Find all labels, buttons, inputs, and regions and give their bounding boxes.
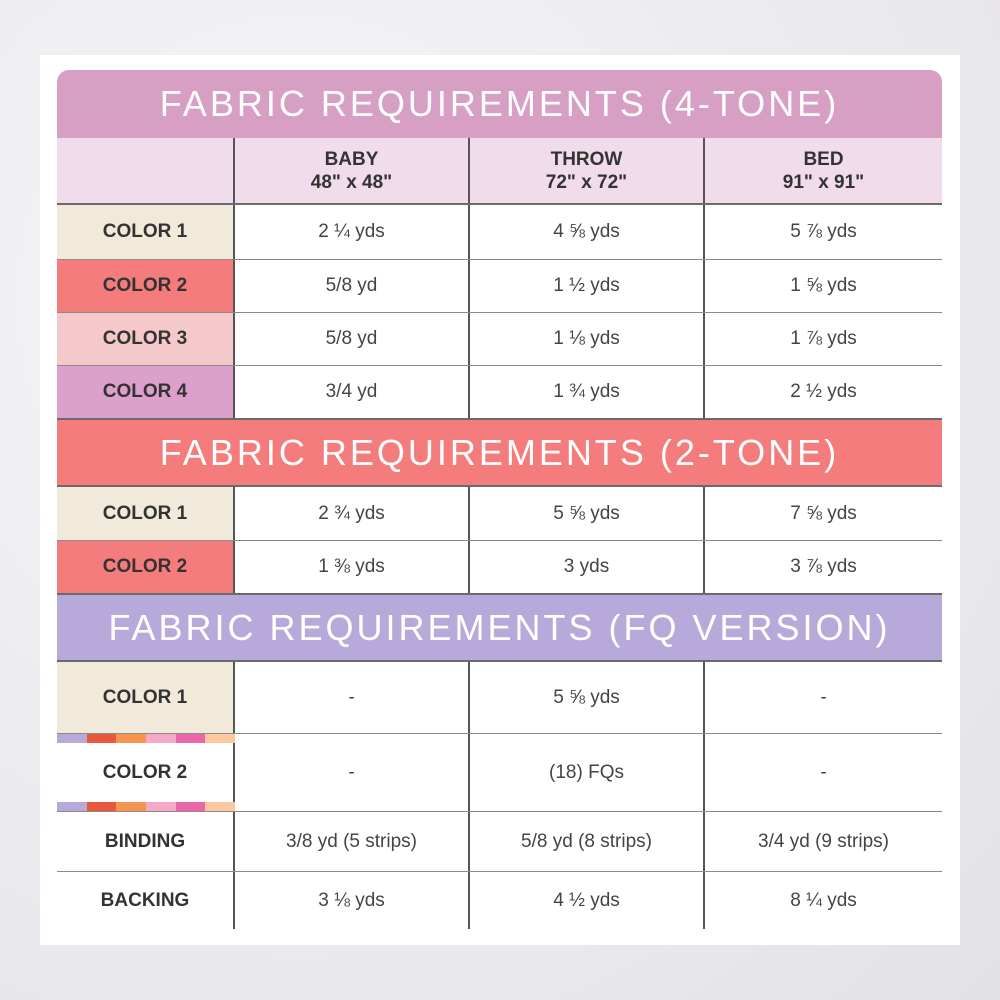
value-cell-throw: 5/8 yd (8 strips) bbox=[470, 812, 705, 871]
stripe-swatch bbox=[205, 802, 236, 811]
column-header-throw: THROW 72" x 72" bbox=[470, 138, 705, 203]
column-name: BED bbox=[803, 148, 844, 170]
row-label: COLOR 1 bbox=[57, 487, 235, 540]
value-cell-baby: - bbox=[235, 662, 470, 733]
column-header-baby: BABY 48" x 48" bbox=[235, 138, 470, 203]
value-cell-bed: 3/4 yd (9 strips) bbox=[758, 830, 889, 852]
table-row: COLOR 3 5/8 yd 1 ⅛ yds 1 ⅞ yds bbox=[57, 313, 942, 366]
column-header-bed: BED 91" x 91" bbox=[705, 138, 942, 203]
row-label: COLOR 2 bbox=[57, 260, 235, 312]
row-label-text: COLOR 2 bbox=[102, 761, 188, 783]
value-cell-bed: - bbox=[820, 686, 827, 708]
table-row: COLOR 2 5/8 yd 1 ½ yds 1 ⅝ yds bbox=[57, 260, 942, 313]
column-name: BABY bbox=[324, 148, 379, 170]
value-cell-throw: (18) FQs bbox=[470, 734, 705, 811]
fabric-requirements-table: FABRIC REQUIREMENTS (4-TONE) BABY 48" x 48… bbox=[57, 70, 942, 929]
table-row: COLOR 4 3/4 yd 1 ¾ yds 2 ½ yds bbox=[57, 366, 942, 420]
table-row: BACKING 3 ⅛ yds 4 ½ yds 8 ¼ yds bbox=[57, 872, 942, 929]
value-cell-baby: - bbox=[235, 734, 470, 811]
value-cell-bed: 3 ⅞ yds bbox=[790, 556, 857, 577]
section-title: FABRIC REQUIREMENTS (2-TONE) bbox=[57, 420, 942, 487]
row-label: COLOR 2 bbox=[57, 734, 236, 811]
multicolor-stripe bbox=[57, 734, 236, 743]
value-cell-bed: 2 ½ yds bbox=[790, 381, 857, 402]
stripe-swatch bbox=[57, 734, 87, 743]
value-cell-throw: 4 ⅝ yds bbox=[470, 205, 705, 259]
stripe-swatch bbox=[86, 734, 117, 743]
row-label: BINDING bbox=[57, 812, 235, 871]
stripe-swatch bbox=[57, 802, 87, 811]
section-title: FABRIC REQUIREMENTS (FQ VERSION) bbox=[57, 595, 942, 662]
column-size: 91" x 91" bbox=[782, 171, 865, 193]
column-name: THROW bbox=[550, 148, 623, 170]
section-title: FABRIC REQUIREMENTS (4-TONE) bbox=[57, 70, 942, 138]
value-cell-baby: 3/4 yd bbox=[235, 366, 470, 418]
value-cell-bed: - bbox=[820, 761, 827, 783]
stripe-swatch bbox=[116, 734, 147, 743]
row-label: BACKING bbox=[57, 872, 235, 929]
row-label: COLOR 4 bbox=[57, 366, 235, 418]
row-label: COLOR 3 bbox=[57, 313, 235, 365]
value-cell-baby: 5/8 yd bbox=[235, 260, 470, 312]
row-label: COLOR 1 bbox=[57, 205, 235, 259]
table-row: COLOR 1-5 ⅝ yds - bbox=[57, 662, 942, 734]
value-cell-bed: 1 ⅝ yds bbox=[790, 275, 857, 296]
value-cell-bed: 1 ⅞ yds bbox=[790, 328, 857, 349]
value-cell-throw: 3 yds bbox=[470, 541, 705, 593]
row-label: COLOR 2 bbox=[57, 541, 235, 593]
value-cell-throw: 1 ½ yds bbox=[470, 260, 705, 312]
stripe-swatch bbox=[116, 802, 147, 811]
value-cell-bed: 7 ⅝ yds bbox=[790, 502, 857, 524]
stripe-swatch bbox=[146, 734, 176, 743]
value-cell-baby: 5/8 yd bbox=[235, 313, 470, 365]
value-cell-baby: 1 ⅜ yds bbox=[235, 541, 470, 593]
value-cell-baby: 2 ¼ yds bbox=[235, 205, 470, 259]
table-row: COLOR 2- (18) FQs - bbox=[57, 734, 942, 812]
row-label: COLOR 1 bbox=[57, 662, 235, 733]
value-cell-throw: 1 ⅛ yds bbox=[470, 313, 705, 365]
value-cell-throw: 4 ½ yds bbox=[470, 872, 705, 929]
value-cell-bed: 5 ⅞ yds bbox=[790, 221, 857, 242]
column-size: 72" x 72" bbox=[545, 171, 628, 193]
multicolor-stripe bbox=[57, 802, 236, 811]
table-row: BINDING 3/8 yd (5 strips) 5/8 yd (8 strips… bbox=[57, 812, 942, 872]
stripe-swatch bbox=[205, 734, 236, 743]
value-cell-throw: 5 ⅝ yds bbox=[470, 662, 705, 733]
column-size: 48" x 48" bbox=[310, 171, 393, 193]
value-cell-baby: 3 ⅛ yds bbox=[235, 872, 470, 929]
stripe-swatch bbox=[86, 802, 117, 811]
value-cell-bed: 8 ¼ yds bbox=[790, 889, 857, 911]
column-header-empty bbox=[57, 138, 235, 203]
fabric-requirements-card: FABRIC REQUIREMENTS (4-TONE) BABY 48" x 48… bbox=[40, 55, 960, 945]
value-cell-baby: 2 ¾ yds bbox=[235, 487, 470, 540]
column-header-row: BABY 48" x 48" THROW 72" x 72" BED 91" x 91" bbox=[57, 138, 942, 205]
stripe-swatch bbox=[146, 802, 176, 811]
value-cell-throw: 1 ¾ yds bbox=[470, 366, 705, 418]
value-cell-baby: 3/8 yd (5 strips) bbox=[235, 812, 470, 871]
stripe-swatch bbox=[175, 802, 206, 811]
stripe-swatch bbox=[175, 734, 206, 743]
value-cell-throw: 5 ⅝ yds bbox=[470, 487, 705, 540]
